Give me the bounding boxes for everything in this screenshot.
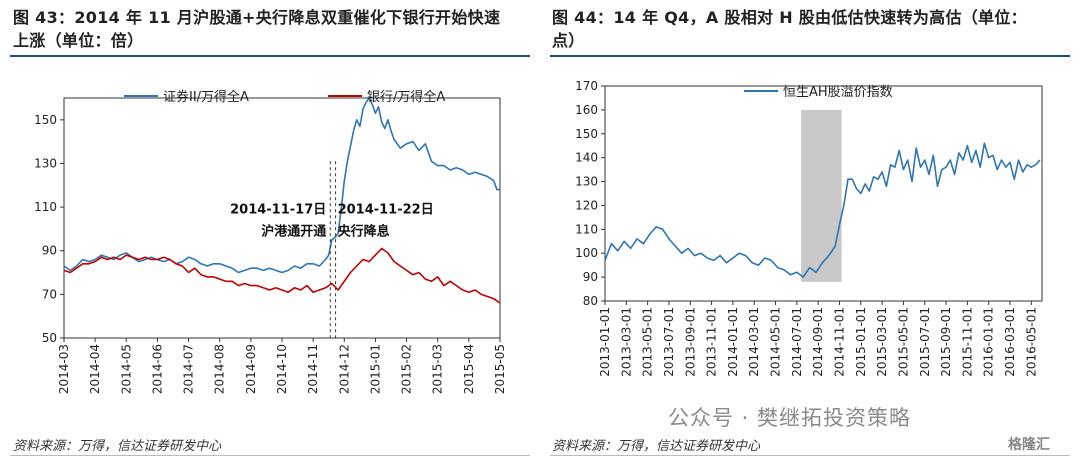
x-tick-label: 2015-09-01 (939, 307, 953, 377)
plot-frame (604, 85, 1043, 302)
x-tick-label: 2013-01-01 (598, 307, 612, 377)
y-tick-label: 110 (575, 222, 598, 236)
y-tick-label: 140 (575, 151, 598, 165)
right-title-line2: 点） (552, 31, 585, 50)
annotation-date: 2014-11-22日 (338, 203, 434, 218)
annotation-date: 2014-11-17日 (230, 203, 326, 218)
x-tick-label: 2014-09-01 (811, 307, 825, 377)
y-tick-label: 170 (575, 79, 598, 93)
y-tick-label: 100 (575, 246, 598, 260)
y-tick-label: 90 (583, 270, 598, 284)
legend-label: 银行/万得全A (367, 89, 445, 105)
series-line (63, 97, 500, 274)
legend-label: 恒生AH股溢价指数 (783, 85, 893, 100)
y-tick-label: 80 (583, 294, 598, 308)
x-tick-label: 2015-02 (400, 344, 414, 394)
left-title-line2: 上涨（单位：倍） (13, 31, 144, 50)
right-bottom-rule (550, 455, 1070, 456)
x-tick-label: 2014-08 (213, 344, 227, 394)
y-tick-label: 160 (575, 103, 598, 117)
y-tick-label: 150 (34, 113, 57, 127)
annotation-event: 央行降息 (338, 224, 390, 240)
y-tick-label: 130 (34, 156, 57, 170)
x-tick-label: 2014-07-01 (790, 307, 804, 377)
x-tick-label: 2014-05-01 (769, 307, 783, 377)
y-tick-label: 90 (42, 244, 57, 258)
y-tick-label: 50 (42, 331, 57, 345)
annotation-event: 沪港通开通 (261, 224, 326, 240)
x-tick-label: 2015-03 (431, 344, 445, 394)
x-tick-label: 2016-01-01 (982, 307, 996, 377)
x-tick-label: 2013-03-01 (619, 307, 633, 377)
left-chart-title: 图 43：2014 年 11 月沪股通+央行降息双重催化下银行开始快速 上涨（单… (13, 6, 528, 52)
x-tick-label: 2014-04 (88, 344, 102, 394)
x-tick-label: 2015-11-01 (960, 307, 974, 377)
x-tick-label: 2014-03 (57, 344, 71, 394)
x-tick-label: 2016-03-01 (1003, 307, 1017, 377)
y-tick-label: 130 (575, 175, 598, 189)
left-bottom-rule (10, 455, 530, 456)
x-tick-label: 2014-06 (150, 344, 164, 394)
left-title-line1: 图 43：2014 年 11 月沪股通+央行降息双重催化下银行开始快速 (13, 8, 501, 27)
right-title-line1: 图 44：14 年 Q4，A 股相对 H 股由低估快速转为高估（单位： (552, 8, 1027, 27)
x-tick-label: 2015-05 (493, 344, 507, 394)
x-tick-label: 2015-01-01 (854, 307, 868, 377)
series-line (604, 142, 1041, 278)
legend-label: 证券II/万得全A (163, 89, 249, 105)
x-tick-label: 2014-05 (119, 344, 133, 394)
x-tick-label: 2014-10 (275, 344, 289, 394)
x-tick-label: 2014-11-01 (832, 307, 846, 377)
watermark-text: 公众号 · 樊继拓投资策略 (668, 406, 912, 430)
x-tick-label: 2014-09 (244, 344, 258, 394)
x-tick-label: 2014-03-01 (747, 307, 761, 377)
x-tick-label: 2014-01-01 (726, 307, 740, 377)
right-chart-title: 图 44：14 年 Q4，A 股相对 H 股由低估快速转为高估（单位： 点） (552, 6, 1067, 52)
logo-text: 格隆汇 (1008, 437, 1050, 453)
x-tick-label: 2014-11 (306, 344, 320, 394)
right-source: 资料来源：万得，信达证券研发中心 (552, 439, 761, 454)
x-tick-label: 2016-05-01 (1024, 307, 1038, 377)
y-tick-label: 110 (34, 200, 57, 214)
y-tick-label: 70 (42, 287, 57, 301)
series-line (63, 247, 501, 304)
x-tick-label: 2015-07-01 (918, 307, 932, 377)
left-title-rule (10, 55, 530, 57)
x-tick-label: 2013-09-01 (683, 307, 697, 377)
left-chart: 50 70 90 110 130 150 2014-03 2014-04 2014-05 2014… (34, 89, 507, 394)
plot-frame (63, 97, 501, 339)
left-source: 资料来源：万得，信达证券研发中心 (13, 439, 222, 454)
x-tick-label: 2015-04 (462, 344, 476, 394)
right-chart: 80 90 100 110 120 130 140 150 160 170 2013-01-01 20… (575, 79, 1043, 377)
x-tick-label: 2014-12 (337, 344, 351, 394)
right-title-rule (550, 55, 1070, 57)
shaded-region (801, 109, 842, 282)
x-tick-label: 2013-07-01 (662, 307, 676, 377)
y-tick-label: 120 (575, 198, 598, 212)
x-tick-label: 2013-11-01 (705, 307, 719, 377)
x-tick-label: 2015-05-01 (896, 307, 910, 377)
x-tick-label: 2014-07 (182, 344, 196, 394)
x-tick-label: 2013-05-01 (641, 307, 655, 377)
x-tick-label: 2015-01 (368, 344, 382, 394)
y-tick-label: 150 (575, 127, 598, 141)
x-tick-label: 2015-03-01 (875, 307, 889, 377)
